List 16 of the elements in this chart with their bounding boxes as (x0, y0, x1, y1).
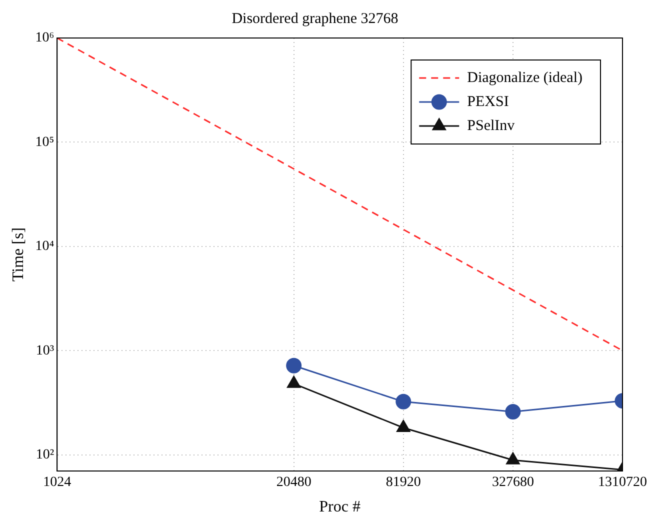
chart-title: Disordered graphene 32768 (232, 10, 398, 27)
y-axis-title: Time [s] (10, 227, 27, 282)
y-tick-label: 10³ (36, 343, 54, 358)
y-tick-label: 10² (36, 448, 54, 463)
legend-label: PSelInv (467, 118, 516, 134)
x-tick-label: 327680 (492, 475, 534, 490)
legend-label: Diagonalize (ideal) (467, 70, 583, 86)
y-tick-label: 10⁵ (35, 134, 54, 150)
x-tick-label: 1310720 (598, 475, 647, 490)
x-tick-label: 20480 (276, 475, 312, 490)
x-tick-label: 1024 (43, 475, 72, 490)
x-tick-label: 81920 (386, 475, 421, 490)
y-tick-label: 10⁴ (35, 239, 54, 254)
y-tick-label: 10⁶ (35, 30, 54, 46)
legend-label: PEXSI (467, 94, 509, 110)
x-axis-title: Proc # (319, 498, 360, 516)
